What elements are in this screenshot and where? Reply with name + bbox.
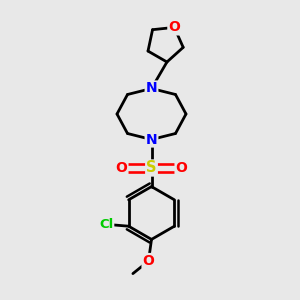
Text: O: O <box>116 161 128 175</box>
Text: O: O <box>176 161 188 175</box>
Text: S: S <box>146 160 157 175</box>
Text: O: O <box>142 254 154 268</box>
Text: Cl: Cl <box>99 218 113 231</box>
Text: N: N <box>146 133 157 146</box>
Text: N: N <box>146 82 157 95</box>
Text: O: O <box>168 20 180 34</box>
